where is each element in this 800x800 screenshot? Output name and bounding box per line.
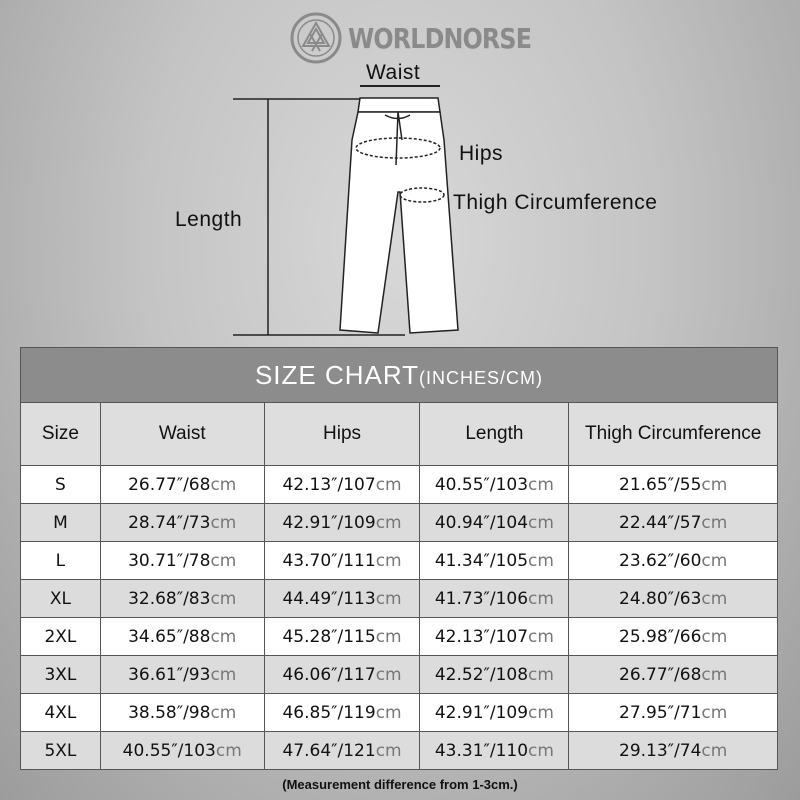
measurement-cell: 32.68″/83cm — [99, 579, 265, 618]
measurement-cell: 28.74″/73cm — [99, 503, 265, 542]
measurement-cell: 42.13″/107cm — [263, 465, 421, 504]
label-hips: Hips — [459, 142, 504, 165]
pants-diagram — [233, 85, 459, 336]
column-header-hips: Hips — [263, 402, 421, 466]
measurement-cell: 22.44″/57cm — [568, 503, 778, 542]
size-cell: 4XL — [20, 693, 101, 732]
waistband — [357, 97, 441, 113]
table-row: 4XL 38.58″/98cm 46.85″/119cm 42.91″/109cm 27… — [20, 693, 778, 732]
measurement-cell: 25.98″/66cm — [568, 617, 778, 656]
column-header-size: Size — [20, 402, 101, 466]
measurement-cell: 26.77″/68cm — [99, 465, 265, 504]
measurement-cell: 44.49″/113cm — [263, 579, 421, 618]
measurement-cell: 30.71″/78cm — [99, 541, 265, 580]
measurement-cell: 23.62″/60cm — [568, 541, 778, 580]
label-waist: Waist — [366, 61, 421, 84]
column-header-length: Length — [419, 402, 570, 466]
size-chart-title: SIZE CHART(INCHES/CM) — [20, 347, 778, 403]
size-chart-table: SIZE CHART(INCHES/CM) Size Waist Hips Le… — [20, 347, 778, 770]
measurement-cell: 42.13″/107cm — [419, 617, 570, 656]
thigh-measure-ellipse — [399, 187, 445, 203]
measurement-cell: 41.73″/106cm — [419, 579, 570, 618]
measurement-cell: 41.34″/105cm — [419, 541, 570, 580]
brand-logo: WORLDNORSE — [290, 12, 563, 64]
measurement-cell: 43.70″/111cm — [263, 541, 421, 580]
size-cell: XL — [20, 579, 101, 618]
measurement-cell: 34.65″/88cm — [99, 617, 265, 656]
pants-outline — [339, 111, 459, 334]
size-cell: 3XL — [20, 655, 101, 694]
brand-name: WORLDNORSE — [348, 21, 532, 55]
table-row: L 30.71″/78cm 43.70″/111cm 41.34″/105cm 23.6… — [20, 541, 778, 580]
measurement-cell: 38.58″/98cm — [99, 693, 265, 732]
table-row: M 28.74″/73cm 42.91″/109cm 40.94″/104cm 22.4… — [20, 503, 778, 542]
measurement-cell: 40.55″/103cm — [419, 465, 570, 504]
table-row: 3XL 36.61″/93cm 46.06″/117cm 42.52″/108cm 26… — [20, 655, 778, 694]
measurement-cell: 46.85″/119cm — [263, 693, 421, 732]
size-cell: L — [20, 541, 101, 580]
measurement-cell: 26.77″/68cm — [568, 655, 778, 694]
measurement-cell: 46.06″/117cm — [263, 655, 421, 694]
table-row: 5XL 40.55″/103cm 47.64″/121cm 43.31″/110cm 2… — [20, 731, 778, 770]
size-cell: 5XL — [20, 731, 101, 770]
table-row: S 26.77″/68cm 42.13″/107cm 40.55″/103cm 21.6… — [20, 465, 778, 504]
valknut-logo-icon — [290, 12, 342, 64]
measurement-cell: 40.94″/104cm — [419, 503, 570, 542]
column-header-waist: Waist — [99, 402, 265, 466]
measurement-cell: 43.31″/110cm — [419, 731, 570, 770]
measurement-cell: 27.95″/71cm — [568, 693, 778, 732]
measurement-cell: 36.61″/93cm — [99, 655, 265, 694]
measurement-cell: 21.65″/55cm — [568, 465, 778, 504]
label-length: Length — [175, 208, 243, 231]
column-header-thigh: Thigh Circumference — [568, 402, 778, 466]
measurement-cell: 47.64″/121cm — [263, 731, 421, 770]
table-row: XL 32.68″/83cm 44.49″/113cm 41.73″/106cm 24.… — [20, 579, 778, 618]
measurement-cell: 45.28″/115cm — [263, 617, 421, 656]
hips-measure-ellipse — [355, 137, 441, 159]
measurement-cell: 24.80″/63cm — [568, 579, 778, 618]
label-thigh: Thigh Circumference — [453, 191, 658, 214]
measurement-cell: 40.55″/103cm — [99, 731, 265, 770]
measurement-cell: 42.91″/109cm — [419, 693, 570, 732]
measurement-cell: 42.52″/108cm — [419, 655, 570, 694]
measurement-note: (Measurement difference from 1-3cm.) — [282, 777, 518, 792]
size-cell: 2XL — [20, 617, 101, 656]
size-cell: M — [20, 503, 101, 542]
drawstring — [384, 111, 411, 166]
measurement-cell: 29.13″/74cm — [568, 731, 778, 770]
size-cell: S — [20, 465, 101, 504]
measurement-cell: 42.91″/109cm — [263, 503, 421, 542]
table-row: 2XL 34.65″/88cm 45.28″/115cm 42.13″/107cm 25… — [20, 617, 778, 656]
